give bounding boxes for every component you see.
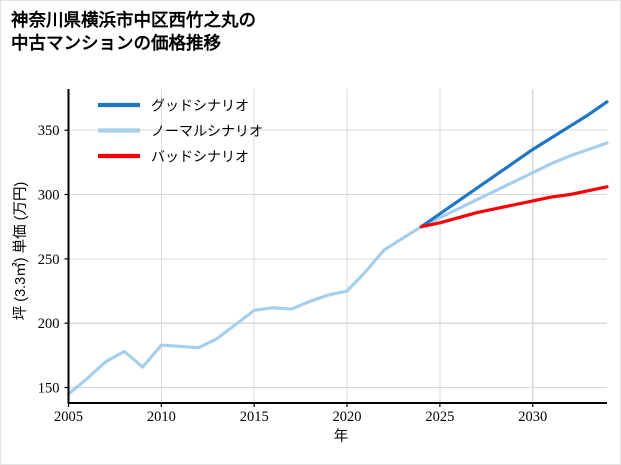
x-axis-tick-label: 2005 (54, 409, 83, 425)
gridlines (67, 89, 607, 403)
y-axis-tick-label: 350 (38, 123, 60, 139)
series-line-good (419, 100, 609, 229)
x-axis-tick-label: 2025 (425, 409, 454, 425)
legend-label-1: ノーマルシナリオ (151, 123, 263, 139)
x-axis-tick-label: 2010 (147, 409, 176, 425)
x-axis-tick-label: 2030 (518, 409, 547, 425)
x-axis-tick-label: 2015 (240, 409, 269, 425)
axis-lines (67, 89, 607, 404)
x-axis-title: 年 (334, 428, 349, 445)
y-axis-title: 坪 (3.3㎡) 単価 (万円) (12, 182, 29, 321)
x-axis-tick-label: 2020 (333, 409, 362, 425)
series-line-bad (419, 185, 609, 229)
y-axis-tick-label: 250 (38, 252, 60, 268)
y-axis-tick-label: 300 (38, 188, 60, 204)
data-series-group (66, 100, 609, 396)
x-axis-tick-labels: 2005 2010 2015 2020 2025 2030 (54, 403, 547, 425)
legend-label-2: バッドシナリオ (151, 149, 249, 165)
series-line-normal (66, 141, 609, 396)
y-axis-tick-labels: 150 200 250 300 350 (38, 123, 69, 397)
legend-label-0: グッドシナリオ (151, 98, 249, 114)
y-axis-tick-label: 150 (38, 381, 60, 397)
page-title: 神奈川県横浜市中区西竹之丸の 中古マンションの価格推移 (11, 10, 256, 54)
y-axis-tick-label: 200 (38, 316, 60, 332)
